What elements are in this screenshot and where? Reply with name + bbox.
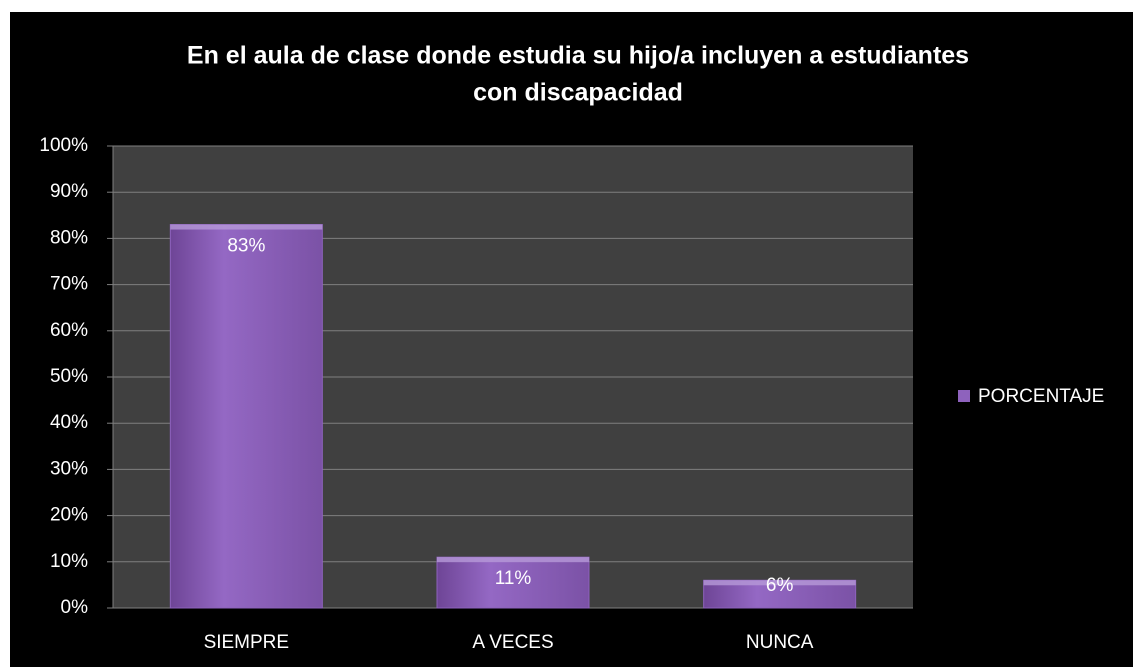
y-tick-label: 90% bbox=[50, 181, 88, 202]
bar-top bbox=[170, 224, 323, 230]
legend-label: PORCENTAJE bbox=[978, 386, 1104, 407]
legend-marker bbox=[958, 390, 970, 402]
chart-title: En el aula de clase donde estudia su hij… bbox=[187, 42, 969, 70]
y-tick-label: 40% bbox=[50, 412, 88, 433]
y-tick-label: 0% bbox=[61, 597, 89, 618]
x-tick-label: SIEMPRE bbox=[204, 632, 290, 653]
value-label: 11% bbox=[495, 568, 532, 589]
value-label: 83% bbox=[227, 236, 265, 257]
y-tick-label: 50% bbox=[50, 366, 88, 387]
y-tick-label: 10% bbox=[50, 551, 88, 572]
y-tick-label: 20% bbox=[50, 505, 88, 526]
y-tick-label: 30% bbox=[50, 458, 88, 479]
y-tick-label: 80% bbox=[50, 227, 88, 248]
bar-top bbox=[703, 580, 856, 586]
y-tick-label: 100% bbox=[39, 135, 88, 156]
bar-top bbox=[437, 557, 589, 563]
chart-title: con discapacidad bbox=[473, 79, 683, 107]
bar bbox=[436, 556, 590, 609]
y-tick-label: 70% bbox=[50, 274, 88, 295]
value-label: 6% bbox=[766, 575, 794, 596]
x-tick-label: NUNCA bbox=[746, 632, 814, 653]
bar bbox=[169, 224, 323, 609]
y-tick-label: 60% bbox=[50, 320, 88, 341]
x-tick-label: A VECES bbox=[472, 632, 553, 653]
